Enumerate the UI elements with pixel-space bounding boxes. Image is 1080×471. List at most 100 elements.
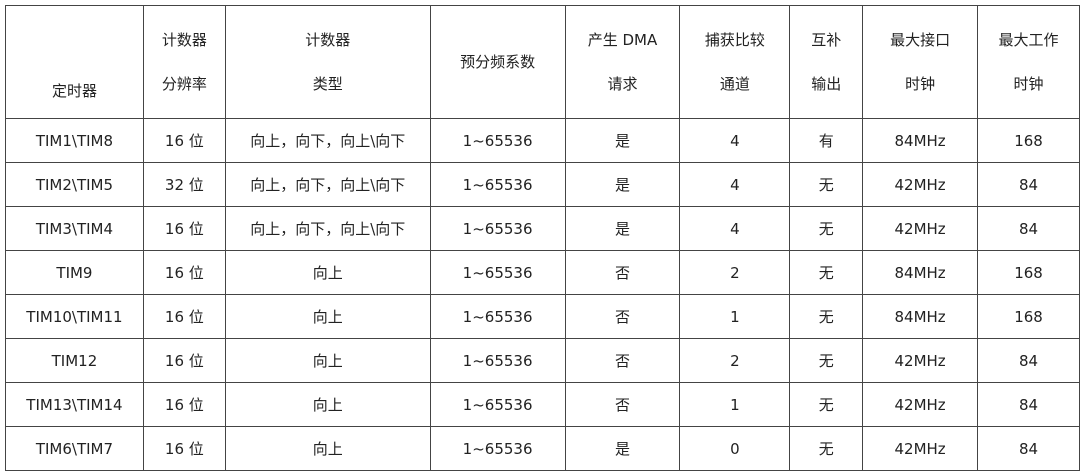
table-cell: 84: [977, 206, 1080, 251]
table-cell: 1~65536: [429, 250, 566, 295]
table-cell: 42MHz: [862, 382, 979, 427]
table-cell: TIM2\TIM5: [5, 162, 144, 207]
table-cell: TIM3\TIM4: [5, 206, 144, 251]
header-text: 请求: [607, 75, 638, 93]
table-cell: 1~65536: [429, 162, 566, 207]
header-text: 最大工作: [998, 31, 1059, 49]
header-text: 分辨率: [161, 75, 207, 93]
table-cell: 1~65536: [429, 338, 566, 383]
table-row: TIM10\TIM11 16 位向上 1~65536 否 1 无 84MHz 168: [5, 294, 1080, 339]
table-cell: 84: [977, 338, 1080, 383]
header-cell: 计数器 类型: [224, 5, 431, 119]
table-cell: TIM1\TIM8: [5, 118, 144, 163]
table-cell: 42MHz: [862, 338, 979, 383]
table-cell: 0: [679, 426, 791, 471]
table-cell: 16 位: [142, 382, 226, 427]
table-cell: 无: [789, 426, 864, 471]
header-text: 输出: [811, 75, 842, 93]
header-text: 时钟: [905, 75, 936, 93]
table-cell: 84: [977, 162, 1080, 207]
table-cell: 2: [679, 338, 791, 383]
table-cell: 42MHz: [862, 162, 979, 207]
table-cell: 向上: [224, 382, 431, 427]
header-cell: 最大接口 时钟: [862, 5, 979, 119]
table-cell: 1~65536: [429, 118, 566, 163]
table-row: TIM12 16 位向上 1~65536 否 2 无 42MHz 84: [5, 338, 1080, 383]
table-cell: 42MHz: [862, 426, 979, 471]
table-cell: 否: [564, 338, 681, 383]
table-cell: 1~65536: [429, 206, 566, 251]
table-cell: 否: [564, 382, 681, 427]
table-cell: 是: [564, 206, 681, 251]
header-text: 计数器: [161, 31, 207, 49]
page: 定时器 计数器 分辨率 计数器 类型 预分频系数 产生 DMA 请求 捕获比较 通道 互补 输出 最大接…: [5, 5, 1080, 471]
table-cell: 1: [679, 382, 791, 427]
table-cell: 无: [789, 294, 864, 339]
header-cell: 最大工作 时钟: [977, 5, 1080, 119]
table-cell: 有: [789, 118, 864, 163]
table-row: TIM1\TIM8 16 位向上，向下，向上\向下 1~65536 是 4 有 84MHz 1…: [5, 118, 1080, 163]
table-cell: 否: [564, 294, 681, 339]
header-cell: 计数器 分辨率: [142, 5, 226, 119]
timer-table: 定时器 计数器 分辨率 计数器 类型 预分频系数 产生 DMA 请求 捕获比较 通道 互补 输出 最大接…: [5, 5, 1080, 471]
header-text: 类型: [312, 75, 343, 93]
table-cell: 16 位: [142, 250, 226, 295]
table-cell: 4: [679, 162, 791, 207]
table-cell: 向上: [224, 250, 431, 295]
table-cell: 否: [564, 250, 681, 295]
header-cell: 捕获比较 通道: [679, 5, 791, 119]
table-cell: 无: [789, 250, 864, 295]
header-text: 定时器: [51, 82, 97, 100]
table-cell: 84MHz: [862, 294, 979, 339]
table-cell: 向上: [224, 338, 431, 383]
table-cell: 无: [789, 206, 864, 251]
table-cell: 84MHz: [862, 250, 979, 295]
header-text: 计数器: [305, 31, 351, 49]
header-text: 最大接口: [890, 31, 951, 49]
table-row: TIM13\TIM14 16 位向上 1~65536 否 1 无 42MHz 84: [5, 382, 1080, 427]
table-cell: 无: [789, 162, 864, 207]
table-cell: 向上，向下，向上\向下: [224, 162, 431, 207]
table-cell: 无: [789, 382, 864, 427]
table-row: TIM3\TIM4 16 位向上，向下，向上\向下 1~65536 是 4 无 42MHz 8…: [5, 206, 1080, 251]
table-cell: 是: [564, 426, 681, 471]
table-cell: 向上: [224, 426, 431, 471]
header-text: 产生 DMA: [587, 31, 658, 49]
table-cell: 4: [679, 118, 791, 163]
table-cell: 向上: [224, 294, 431, 339]
table-cell: 16 位: [142, 338, 226, 383]
table-cell: TIM12: [5, 338, 144, 383]
table-cell: 84: [977, 426, 1080, 471]
table-cell: 16 位: [142, 206, 226, 251]
table-cell: 84MHz: [862, 118, 979, 163]
table-cell: 4: [679, 206, 791, 251]
header-cell: 产生 DMA 请求: [564, 5, 681, 119]
table-row: TIM6\TIM7 16 位向上 1~65536 是 0 无 42MHz 84: [5, 426, 1080, 471]
table-cell: 1~65536: [429, 382, 566, 427]
table-cell: TIM9: [5, 250, 144, 295]
table-cell: 是: [564, 118, 681, 163]
table-cell: 32 位: [142, 162, 226, 207]
table-cell: 无: [789, 338, 864, 383]
header-cell: 互补 输出: [789, 5, 864, 119]
table-cell: 16 位: [142, 294, 226, 339]
table-cell: 是: [564, 162, 681, 207]
table-cell: 1~65536: [429, 426, 566, 471]
table-cell: TIM13\TIM14: [5, 382, 144, 427]
table-row: TIM9 16 位向上 1~65536 否 2 无 84MHz 168: [5, 250, 1080, 295]
header-cell: 预分频系数: [429, 5, 566, 119]
table-cell: 84: [977, 382, 1080, 427]
table-cell: 2: [679, 250, 791, 295]
header-text: 互补: [811, 31, 842, 49]
table-cell: 向上，向下，向上\向下: [224, 118, 431, 163]
table-cell: 16 位: [142, 426, 226, 471]
header-text: 预分频系数: [460, 53, 536, 71]
table-cell: 16 位: [142, 118, 226, 163]
header-cell: 定时器: [5, 5, 144, 119]
table-cell: 向上，向下，向上\向下: [224, 206, 431, 251]
header-row: 定时器 计数器 分辨率 计数器 类型 预分频系数 产生 DMA 请求 捕获比较 通道 互补 输出 最大接…: [5, 5, 1080, 119]
header-text: 时钟: [1013, 75, 1044, 93]
table-cell: TIM10\TIM11: [5, 294, 144, 339]
header-text: 捕获比较: [704, 31, 765, 49]
table-cell: 168: [977, 294, 1080, 339]
